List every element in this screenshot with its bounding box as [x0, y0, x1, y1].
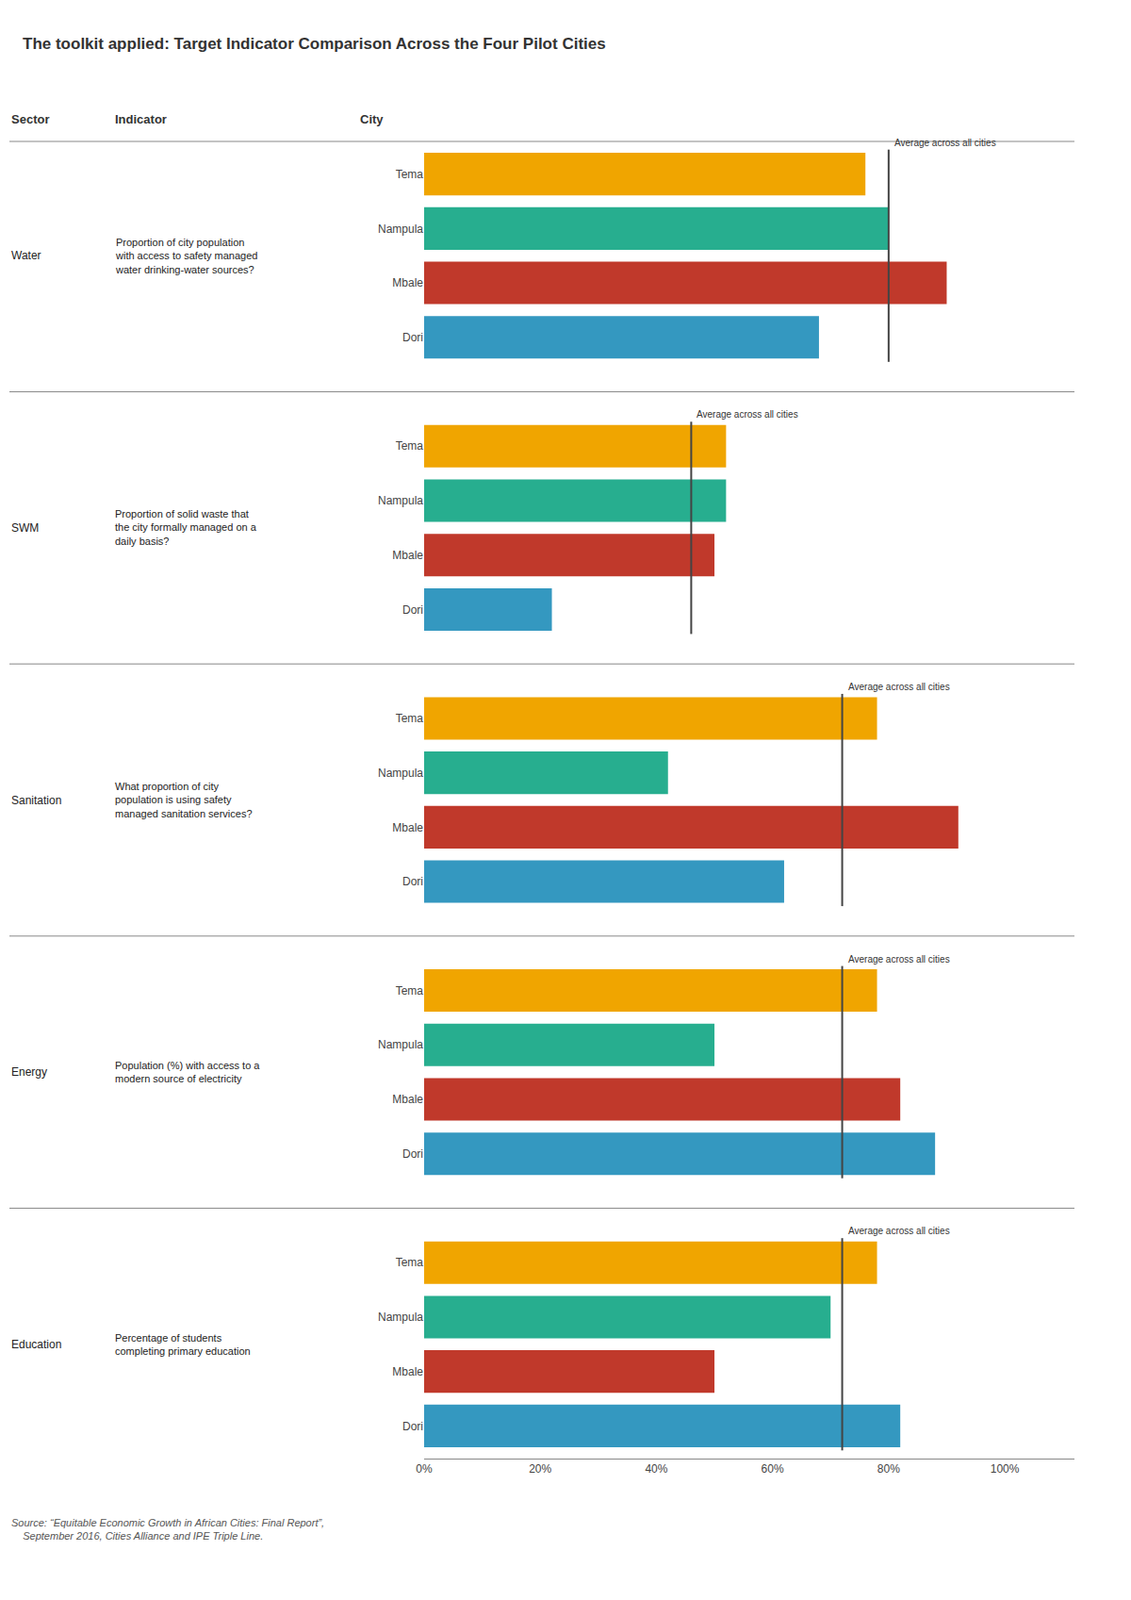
svg-text:Tema: Tema [395, 439, 425, 453]
svg-text:Dori: Dori [402, 1147, 424, 1161]
svg-text:Tema: Tema [395, 167, 425, 181]
svg-text:0%: 0% [415, 1461, 433, 1476]
svg-text:Average across all cities: Average across all cities [848, 953, 951, 965]
svg-text:Average across all cities: Average across all cities [894, 137, 997, 148]
svg-text:60%: 60% [761, 1461, 785, 1476]
svg-text:Mbale: Mbale [392, 548, 424, 562]
svg-text:Dori: Dori [402, 874, 424, 888]
svg-text:Population (%) with access to: Population (%) with access to amodern so… [114, 1059, 261, 1084]
svg-text:Mbale: Mbale [392, 820, 424, 835]
svg-text:Average across all cities: Average across all cities [696, 409, 799, 420]
svg-text:Mbale: Mbale [392, 1092, 424, 1106]
svg-text:20%: 20% [528, 1461, 552, 1476]
svg-text:Tema: Tema [395, 711, 425, 725]
svg-text:Tema: Tema [395, 1255, 425, 1269]
svg-text:What proportion of citypopulat: What proportion of citypopulation is usi… [114, 780, 253, 820]
svg-text:Dori: Dori [402, 330, 424, 345]
svg-text:Mbale: Mbale [392, 276, 424, 290]
svg-text:Tema: Tema [395, 983, 425, 998]
svg-text:SWM: SWM [11, 521, 39, 535]
svg-text:Dori: Dori [402, 603, 424, 617]
svg-text:Nampula: Nampula [377, 222, 424, 236]
svg-text:40%: 40% [644, 1461, 668, 1476]
svg-text:Proportion of solid waste that: Proportion of solid waste thatthe city f… [114, 508, 258, 547]
svg-text:100%: 100% [990, 1461, 1020, 1476]
svg-text:Average across all cities: Average across all cities [848, 1225, 951, 1236]
svg-text:Nampula: Nampula [377, 766, 424, 780]
svg-text:Source: “Equitable Economic Gr: Source: “Equitable Economic Growth in Af… [11, 1516, 325, 1541]
svg-text:Dori: Dori [402, 1419, 424, 1433]
svg-text:The toolkit applied: Target In: The toolkit applied: Target Indicator Co… [22, 34, 607, 53]
svg-text:Percentage of studentscompleti: Percentage of studentscompleting primary… [114, 1331, 251, 1357]
svg-text:Nampula: Nampula [377, 493, 424, 508]
svg-text:City: City [360, 112, 384, 127]
svg-text:Energy: Energy [11, 1065, 48, 1079]
svg-text:80%: 80% [877, 1461, 901, 1476]
svg-text:Education: Education [11, 1337, 62, 1351]
svg-text:Water: Water [11, 248, 42, 263]
svg-text:Sector: Sector [11, 112, 50, 127]
svg-text:Average across all cities: Average across all cities [848, 681, 951, 692]
svg-text:Indicator: Indicator [114, 112, 167, 127]
svg-text:Sanitation: Sanitation [11, 793, 62, 807]
svg-text:Nampula: Nampula [377, 1037, 424, 1051]
svg-text:Proportion of city populationw: Proportion of city populationwith access… [114, 236, 258, 276]
svg-text:Nampula: Nampula [377, 1310, 424, 1324]
svg-text:Mbale: Mbale [392, 1364, 424, 1378]
